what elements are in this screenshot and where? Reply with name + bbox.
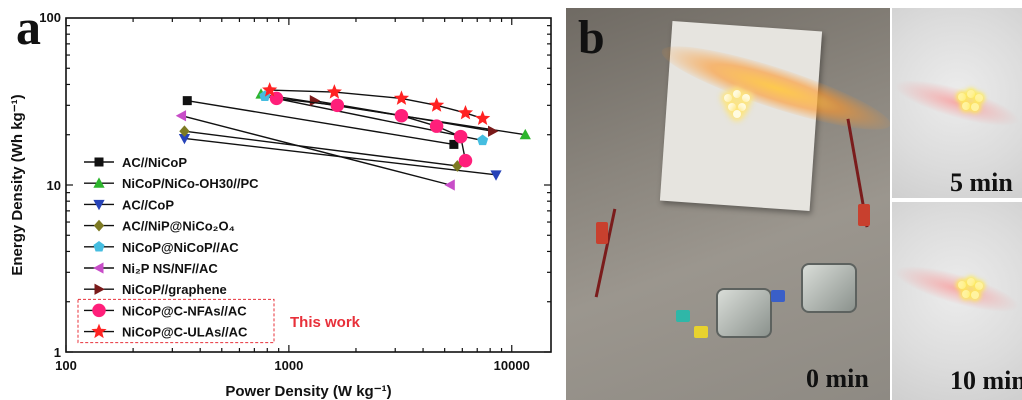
alligator-clip-right <box>858 204 870 226</box>
caption-10-min: 10 min <box>950 366 1022 395</box>
legend-label: AC//CoP <box>122 197 174 212</box>
y-tick-label: 1 <box>54 345 61 360</box>
ragone-chart: 100 1000 10000 1 10 100 Power Density (W kg⁻¹)… <box>9 10 552 400</box>
data-point <box>394 108 409 123</box>
legend-marker <box>91 323 107 339</box>
panel-b-label: b <box>578 11 605 64</box>
legend-marker <box>93 240 105 252</box>
supercapacitor-cell-1 <box>716 288 772 338</box>
legend-marker <box>93 262 104 274</box>
data-point <box>262 82 278 97</box>
panel-a-label: a <box>16 0 41 55</box>
this-work-label: This work <box>290 314 361 331</box>
data-point <box>179 125 190 138</box>
data-point <box>444 179 455 191</box>
legend-marker <box>93 177 105 188</box>
photo-0-min: b 0 min <box>566 8 890 400</box>
series-line-4 <box>264 95 483 142</box>
data-point <box>309 95 321 107</box>
data-point <box>429 119 444 133</box>
series-line-5 <box>181 115 451 186</box>
x-tick-label: 10000 <box>494 358 530 373</box>
legend-label: NiCoP@C-ULAs//AC <box>122 325 248 340</box>
data-point <box>428 97 445 112</box>
data-point <box>178 133 191 145</box>
led-cluster <box>724 90 752 118</box>
alligator-clip-left <box>596 222 608 244</box>
x-tick-label: 100 <box>55 358 77 373</box>
caption-5-min: 5 min <box>950 168 1013 197</box>
data-point <box>488 125 499 137</box>
y-tick-label: 100 <box>39 10 61 25</box>
data-point <box>326 84 342 99</box>
data-point <box>519 128 531 140</box>
data-point <box>453 129 468 144</box>
legend-label: NiCoP//graphene <box>122 282 227 297</box>
legend-marker <box>94 157 104 167</box>
legend-label: Ni₂P NS/NF//AC <box>122 261 218 276</box>
led-cluster-5-min <box>958 90 984 114</box>
legend-marker <box>94 283 105 295</box>
data-point <box>182 96 192 106</box>
legend-marker <box>93 219 105 232</box>
data-point <box>449 139 459 149</box>
legend-label: NiCoP@NiCoP//AC <box>122 240 239 255</box>
legend-label: NiCoP@C-NFAs//AC <box>122 303 247 318</box>
data-point <box>393 90 410 105</box>
x-tick-label: 1000 <box>274 358 303 373</box>
photo-10-min: 10 min <box>892 202 1022 400</box>
legend-marker <box>92 303 106 318</box>
series-line-0 <box>187 99 454 146</box>
series-line-3 <box>184 130 458 167</box>
led-cluster-10-min <box>958 278 984 302</box>
data-point <box>175 110 187 122</box>
binder-clip-yellow <box>694 326 708 338</box>
data-point <box>490 170 502 181</box>
legend-label: AC//NiCoP <box>122 155 187 170</box>
y-tick-label: 10 <box>47 178 61 193</box>
legend-marker <box>93 199 105 211</box>
x-axis-title: Power Density (W kg⁻¹) <box>225 383 391 400</box>
data-point <box>474 110 491 126</box>
supercapacitor-cell-2 <box>801 263 857 313</box>
data-point <box>457 104 474 120</box>
data-point <box>330 98 345 113</box>
binder-clip-teal <box>676 310 690 322</box>
y-axis-title: Energy Density (Wh kg⁻¹) <box>9 94 26 275</box>
this-work-box <box>77 298 275 344</box>
binder-clip-blue <box>771 290 785 302</box>
data-point <box>477 134 489 146</box>
legend-label: NiCoP/NiCo-OH30//PC <box>122 176 259 191</box>
data-point <box>458 153 473 168</box>
caption-0-min: 0 min <box>806 364 869 393</box>
legend-label: AC//NiP@NiCo₂O₄ <box>122 219 235 234</box>
photo-5-min: 5 min <box>892 8 1022 198</box>
